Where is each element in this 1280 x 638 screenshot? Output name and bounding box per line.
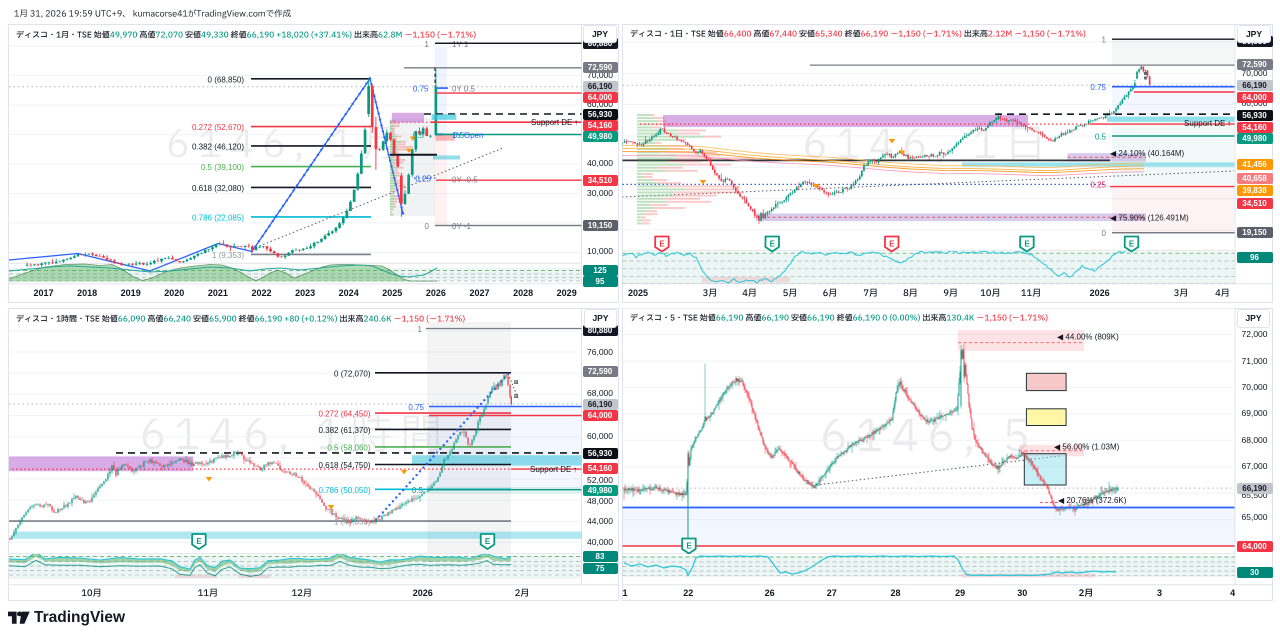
svg-text:◀ 56.00% (1.03M): ◀ 56.00% (1.03M) [1054,443,1120,452]
svg-text:0.25: 0.25 [415,175,431,184]
svg-text:1: 1 [425,40,430,49]
svg-text:E: E [485,537,491,546]
svg-text:0Y -0.5: 0Y -0.5 [452,176,478,185]
svg-text:0.75: 0.75 [1090,83,1106,92]
svg-text:1 (9,353): 1 (9,353) [212,251,244,260]
svg-text:1 (44,050): 1 (44,050) [334,518,371,527]
svg-text:0: 0 [1102,229,1107,238]
svg-text:0.786 (22,085): 0.786 (22,085) [192,213,244,222]
svg-text:Support DE ↑: Support DE ↑ [530,465,577,474]
svg-text:0.618 (32,080): 0.618 (32,080) [192,184,244,193]
svg-text:0: 0 [425,222,430,231]
svg-text:0.5 (58,060): 0.5 (58,060) [327,443,370,452]
svg-text:0.5: 0.5 [413,131,425,140]
svg-text:E: E [1129,239,1135,248]
svg-text:0 (68,850): 0 (68,850) [208,75,245,84]
svg-text:Support DE ↑: Support DE ↑ [531,118,578,127]
svg-text:E: E [686,541,692,550]
svg-text:0.75: 0.75 [413,85,429,94]
svg-text:E: E [1024,239,1030,248]
svg-text:0.382 (61,370): 0.382 (61,370) [318,426,370,435]
svg-text:E: E [196,537,202,546]
svg-text:1Y 1: 1Y 1 [452,40,469,49]
svg-text:0.272 (52,670): 0.272 (52,670) [192,123,244,132]
svg-text:E: E [889,239,895,248]
svg-text:◀ 24.10% (40.164M): ◀ 24.10% (40.164M) [1110,149,1185,158]
svg-text:0.382 (46,120): 0.382 (46,120) [192,142,244,151]
svg-text:E: E [770,239,776,248]
svg-text:◀ 20.76% (372.6K): ◀ 20.76% (372.6K) [1058,496,1127,505]
svg-text:TradingView: TradingView [34,609,126,626]
svg-text:1: 1 [418,325,423,334]
svg-text:◀ 44.00% (809K): ◀ 44.00% (809K) [1057,333,1119,342]
svg-text:0.786 (50,050): 0.786 (50,050) [318,486,370,495]
svg-text:0.5: 0.5 [412,486,424,495]
svg-text:0.5 (39,100): 0.5 (39,100) [201,163,244,172]
svg-text:0.5: 0.5 [1095,133,1107,142]
svg-text:1: 1 [1102,36,1107,45]
svg-text:0.5: 0.5 [453,131,465,140]
svg-text:0Y -1: 0Y -1 [452,222,472,231]
svg-text:1Y Open: 1Y Open [452,131,483,140]
svg-text:0.272 (64,450): 0.272 (64,450) [318,410,370,419]
svg-text:0Y 0.5: 0Y 0.5 [452,85,476,94]
svg-text:E: E [659,239,665,248]
svg-text:0.618 (54,750): 0.618 (54,750) [318,461,370,470]
svg-text:0.25: 0.25 [1090,181,1106,190]
svg-text:◀ 75.90% (126.491M): ◀ 75.90% (126.491M) [1110,214,1189,223]
svg-text:Support DE ↑: Support DE ↑ [1184,119,1231,128]
svg-text:0.75: 0.75 [408,403,424,412]
svg-text:0 (72,070): 0 (72,070) [334,369,371,378]
